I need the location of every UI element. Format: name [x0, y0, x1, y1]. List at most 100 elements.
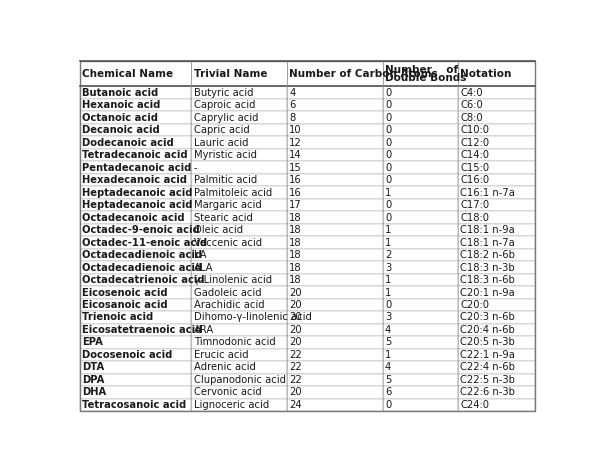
Bar [383, 111, 458, 124]
Text: 0: 0 [385, 88, 391, 98]
Bar [458, 311, 535, 324]
Bar [287, 299, 383, 311]
Bar [191, 286, 287, 299]
Text: Heptadecanoic acid: Heptadecanoic acid [82, 200, 193, 210]
Bar [458, 99, 535, 111]
Bar [383, 174, 458, 186]
Text: Docosenoic acid: Docosenoic acid [82, 350, 172, 360]
Text: Butyric acid: Butyric acid [194, 88, 253, 98]
Text: Octadec-9-enoic acid: Octadec-9-enoic acid [82, 225, 200, 235]
Bar [458, 299, 535, 311]
Text: 15: 15 [289, 163, 302, 173]
Bar [191, 374, 287, 386]
Text: 4: 4 [385, 325, 391, 335]
Text: Dodecanoic acid: Dodecanoic acid [82, 137, 174, 148]
Text: Eicosenoic acid: Eicosenoic acid [82, 288, 167, 297]
Bar [191, 399, 287, 411]
Bar [287, 137, 383, 149]
Bar [458, 261, 535, 274]
Bar [458, 174, 535, 186]
Text: 0: 0 [385, 125, 391, 135]
Text: C8:0: C8:0 [460, 113, 483, 123]
Bar [80, 261, 191, 274]
Text: C18:2 n-6b: C18:2 n-6b [460, 250, 515, 260]
Bar [191, 274, 287, 286]
Text: C20:5 n-3b: C20:5 n-3b [460, 337, 515, 348]
Bar [191, 236, 287, 249]
Text: Double Bonds: Double Bonds [385, 73, 466, 83]
Text: 5: 5 [385, 375, 391, 385]
Text: 16: 16 [289, 175, 302, 185]
Bar [80, 336, 191, 349]
Text: C20:3 n-6b: C20:3 n-6b [460, 313, 515, 322]
Bar [458, 137, 535, 149]
Bar [383, 374, 458, 386]
Bar [383, 62, 458, 87]
Text: Palmitic acid: Palmitic acid [194, 175, 257, 185]
Text: C17:0: C17:0 [460, 200, 490, 210]
Bar [80, 361, 191, 374]
Text: 22: 22 [289, 350, 302, 360]
Text: 10: 10 [289, 125, 302, 135]
Text: C22:4 n-6b: C22:4 n-6b [460, 363, 515, 372]
Text: Heptadecanoic acid: Heptadecanoic acid [82, 188, 193, 198]
Text: Hexadecanoic acid: Hexadecanoic acid [82, 175, 187, 185]
Bar [458, 186, 535, 199]
Bar [80, 199, 191, 212]
Text: 0: 0 [385, 212, 391, 223]
Text: 22: 22 [289, 363, 302, 372]
Bar [287, 99, 383, 111]
Text: C16:1 n-7a: C16:1 n-7a [460, 188, 515, 198]
Bar [287, 161, 383, 174]
Text: 1: 1 [385, 225, 391, 235]
Text: C14:0: C14:0 [460, 150, 489, 160]
Bar [458, 161, 535, 174]
Text: Gadoleic acid: Gadoleic acid [194, 288, 261, 297]
Bar [458, 124, 535, 137]
Bar [458, 286, 535, 299]
Text: 3: 3 [385, 262, 391, 273]
Text: 0: 0 [385, 300, 391, 310]
Bar [383, 336, 458, 349]
Text: Clupanodonic acid: Clupanodonic acid [194, 375, 286, 385]
Text: C16:0: C16:0 [460, 175, 490, 185]
Text: 24: 24 [289, 400, 302, 410]
Text: Hexanoic acid: Hexanoic acid [82, 100, 160, 110]
Text: Eicosanoic acid: Eicosanoic acid [82, 300, 167, 310]
Bar [80, 212, 191, 224]
Text: 1: 1 [385, 350, 391, 360]
Bar [383, 349, 458, 361]
Text: C22:5 n-3b: C22:5 n-3b [460, 375, 515, 385]
Text: C22:6 n-3b: C22:6 n-3b [460, 387, 515, 397]
Bar [191, 224, 287, 236]
Text: Timnodonic acid: Timnodonic acid [194, 337, 275, 348]
Bar [383, 212, 458, 224]
Bar [191, 386, 287, 399]
Bar [191, 137, 287, 149]
Bar [287, 311, 383, 324]
Bar [80, 349, 191, 361]
Bar [458, 87, 535, 99]
Text: Margaric acid: Margaric acid [194, 200, 262, 210]
Text: Erucic acid: Erucic acid [194, 350, 248, 360]
Bar [80, 87, 191, 99]
Bar [287, 249, 383, 261]
Bar [287, 286, 383, 299]
Text: 0: 0 [385, 163, 391, 173]
Bar [80, 186, 191, 199]
Bar [191, 299, 287, 311]
Text: Lauric acid: Lauric acid [194, 137, 248, 148]
Text: 20: 20 [289, 387, 302, 397]
Text: Octadecanoic acid: Octadecanoic acid [82, 212, 185, 223]
Text: 12: 12 [289, 137, 302, 148]
Bar [287, 199, 383, 212]
Bar [383, 299, 458, 311]
Text: 0: 0 [385, 113, 391, 123]
Text: C18:1 n-9a: C18:1 n-9a [460, 225, 515, 235]
Bar [458, 236, 535, 249]
Bar [191, 212, 287, 224]
Bar [458, 361, 535, 374]
Text: Decanoic acid: Decanoic acid [82, 125, 160, 135]
Bar [80, 324, 191, 336]
Bar [287, 62, 383, 87]
